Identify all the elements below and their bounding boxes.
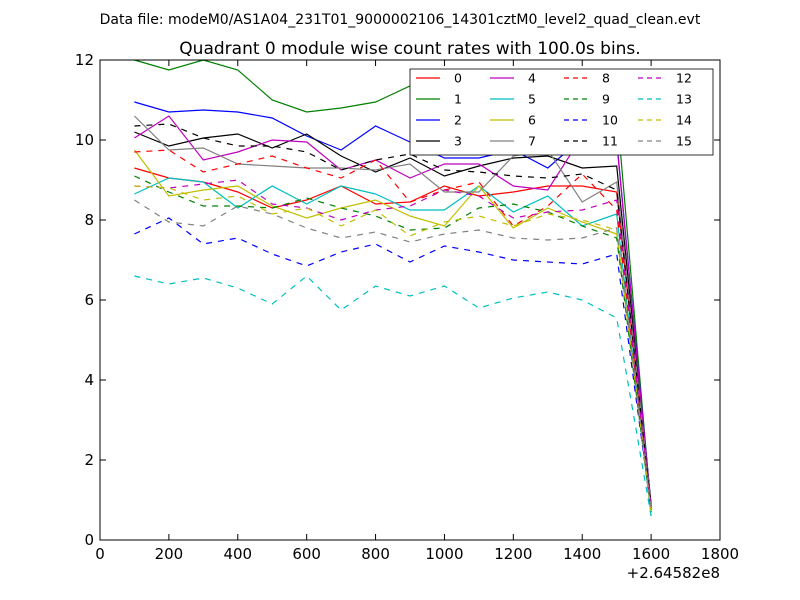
series-line-14 [134,185,652,513]
plot-frame [99,59,721,541]
legend-label-11: 11 [602,134,618,149]
y-tick-label: 4 [84,371,94,389]
legend-label-12: 12 [676,71,692,86]
legend-label-3: 3 [454,134,462,149]
legend-box [409,68,714,156]
y-tick-label: 12 [75,51,94,69]
series-line-5 [134,177,652,517]
x-tick-label: 200 [155,545,184,563]
y-tick-label: 8 [84,211,94,229]
chart-title: Quadrant 0 module wise count rates with … [179,39,640,59]
ticks-layer: 0 200 400 600 800 1000 1200 1400 1600 18000246810… [75,51,739,563]
series-line-12 [134,179,652,511]
y-tick-label: 6 [84,291,94,309]
legend-label-10: 10 [602,113,618,128]
series-line-15 [134,199,652,511]
x-tick-label: 0 [95,545,105,563]
x-offset-label: +2.64582e8 [627,564,720,582]
y-tick-label: 2 [84,451,94,469]
x-tick-label: 800 [361,545,390,563]
x-tick-label: 1000 [425,545,463,563]
series-line-7 [133,115,652,509]
legend-label-1: 1 [454,92,462,107]
series-line-9 [134,175,652,513]
legend-label-8: 8 [602,71,610,86]
series-line-4 [134,115,652,509]
series-line-11 [134,123,652,509]
legend-label-7: 7 [528,134,536,149]
datafile-label: Data file: modeM0/AS1A04_231T01_90000021… [100,12,701,28]
x-tick-label: 1200 [494,545,532,563]
legend-label-6: 6 [528,113,536,128]
series-line-2 [134,101,652,507]
y-tick-label: 0 [84,531,94,549]
series-line-13 [134,275,652,517]
x-tick-label: 400 [223,545,252,563]
series-line-0 [134,167,652,513]
y-tick-label: 10 [75,131,94,149]
legend-label-2: 2 [454,113,462,128]
legend-label-15: 15 [676,134,692,149]
series-line-6 [133,149,652,513]
legend-label-14: 14 [676,113,692,128]
legend-label-13: 13 [676,92,692,107]
series-line-10 [134,217,652,511]
legend-label-0: 0 [454,71,462,86]
x-tick-label: 1400 [563,545,601,563]
legend-label-9: 9 [602,92,610,107]
legend-label-5: 5 [528,92,536,107]
series-line-8 [134,149,652,511]
series-layer [133,59,652,517]
legend-label-4: 4 [528,71,536,86]
x-tick-label: 1600 [632,545,670,563]
x-tick-label: 600 [292,545,321,563]
x-tick-label: 1800 [701,545,739,563]
